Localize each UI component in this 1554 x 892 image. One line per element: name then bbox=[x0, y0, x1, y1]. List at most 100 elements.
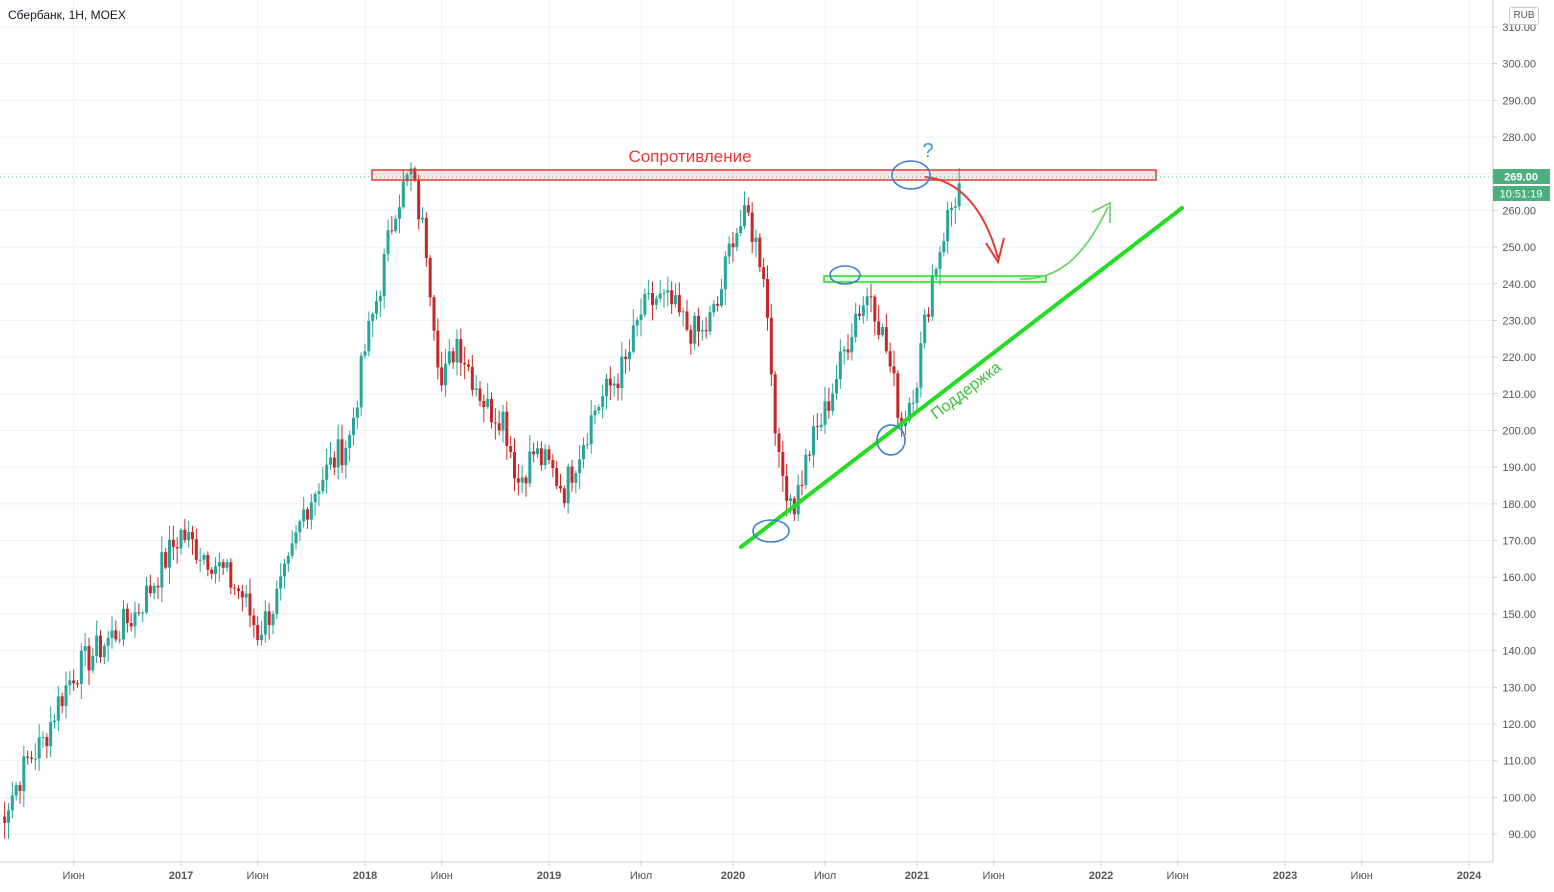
x-tick-label: 2021 bbox=[905, 870, 929, 882]
candle-up bbox=[881, 323, 884, 338]
candle-down bbox=[497, 410, 501, 436]
candle-body bbox=[344, 447, 348, 466]
candle-body bbox=[727, 243, 731, 257]
countdown-value: 10:51:19 bbox=[1500, 189, 1543, 201]
ellipse-breakout-marker bbox=[829, 265, 861, 285]
candle-up bbox=[10, 781, 14, 819]
candle-body bbox=[179, 529, 183, 549]
ellipse-top-marker bbox=[891, 160, 931, 190]
candle-up bbox=[720, 278, 723, 308]
candle-body bbox=[298, 521, 302, 533]
candle-body bbox=[720, 289, 723, 306]
candle-body bbox=[877, 321, 881, 335]
candle-up bbox=[401, 170, 405, 210]
candle-up bbox=[294, 524, 298, 550]
candle-body bbox=[428, 258, 432, 298]
candle-body bbox=[942, 241, 946, 253]
x-tick-label: 2019 bbox=[537, 870, 561, 882]
candle-up bbox=[842, 346, 846, 365]
candle-body bbox=[436, 330, 440, 368]
candle-up bbox=[244, 584, 248, 608]
candle-body bbox=[482, 400, 486, 407]
candle-up bbox=[378, 290, 382, 318]
candle-up bbox=[739, 210, 743, 237]
candle-body bbox=[612, 383, 616, 386]
candle-body bbox=[221, 562, 225, 568]
candle-body bbox=[789, 498, 792, 501]
candle-up bbox=[942, 232, 946, 257]
y-tick-label: 280.00 bbox=[1502, 132, 1536, 144]
candle-up bbox=[647, 279, 651, 300]
bullish-arrow bbox=[1019, 206, 1109, 280]
candle-body bbox=[566, 466, 570, 504]
candle-body bbox=[808, 454, 812, 456]
candle-up bbox=[605, 373, 608, 410]
candle-down bbox=[516, 464, 520, 496]
y-tick-label: 220.00 bbox=[1502, 352, 1536, 364]
candle-up bbox=[930, 264, 934, 321]
candle-down bbox=[72, 669, 76, 691]
candle-body bbox=[478, 388, 482, 401]
candle-up bbox=[309, 494, 313, 530]
candle-down bbox=[306, 507, 309, 529]
candle-body bbox=[267, 611, 271, 626]
resistance-zone[interactable] bbox=[371, 169, 1157, 181]
candle-body bbox=[26, 756, 30, 758]
candle-body bbox=[321, 479, 325, 492]
candle-body bbox=[309, 502, 313, 520]
symbol-title[interactable]: Сбербанк, 1Н, MOEX bbox=[8, 8, 126, 22]
candle-up bbox=[520, 465, 524, 494]
candle-up bbox=[639, 298, 643, 337]
candle-down bbox=[470, 354, 474, 397]
candle-down bbox=[896, 370, 900, 425]
candle-down bbox=[194, 528, 198, 564]
candle-body bbox=[18, 785, 22, 792]
candle-down bbox=[183, 518, 187, 543]
y-tick-label: 310.00 bbox=[1502, 22, 1536, 34]
candle-body bbox=[336, 439, 340, 468]
candle-up bbox=[754, 229, 758, 258]
candle-down bbox=[482, 394, 486, 423]
x-tick-label: 2022 bbox=[1089, 870, 1113, 882]
candle-body bbox=[114, 630, 118, 640]
candle-up bbox=[861, 296, 865, 324]
candle-body bbox=[382, 253, 386, 297]
candle-down bbox=[191, 525, 194, 555]
candle-down bbox=[562, 485, 566, 508]
support-trendline[interactable] bbox=[739, 206, 1184, 549]
candle-up bbox=[91, 647, 95, 674]
candle-body bbox=[145, 585, 148, 613]
candle-body bbox=[160, 552, 164, 588]
candle-up bbox=[666, 276, 670, 307]
candle-body bbox=[773, 374, 777, 434]
x-tick-label: Июн bbox=[431, 870, 453, 882]
candle-body bbox=[248, 593, 252, 616]
candle-body bbox=[279, 576, 283, 589]
candle-down bbox=[651, 281, 654, 321]
candle-up bbox=[118, 630, 122, 644]
support-zone[interactable] bbox=[823, 275, 1047, 283]
x-tick-label: 2020 bbox=[721, 870, 745, 882]
candle-up bbox=[654, 295, 658, 310]
candle-up bbox=[348, 430, 352, 462]
x-tick-label: Июн bbox=[63, 870, 85, 882]
candle-down bbox=[45, 733, 49, 759]
candle-body bbox=[447, 351, 451, 364]
candle-body bbox=[79, 650, 83, 684]
candle-up bbox=[635, 316, 639, 337]
candle-body bbox=[33, 758, 37, 760]
candle-up bbox=[371, 312, 375, 338]
candle-body bbox=[620, 356, 624, 389]
candle-up bbox=[819, 412, 823, 432]
candle-down bbox=[417, 174, 421, 230]
currency-badge[interactable]: RUB bbox=[1509, 7, 1539, 25]
y-tick-label: 200.00 bbox=[1502, 426, 1536, 438]
candle-down bbox=[697, 307, 700, 347]
time-axis: Июн 2017 Июн 2018 Июн 2019 Июл 2020 Июл 2021 Июн 20… bbox=[63, 862, 1482, 882]
candle-down bbox=[892, 350, 896, 387]
candle-body bbox=[907, 402, 911, 421]
candle-body bbox=[854, 313, 858, 338]
x-tick-label: Июн bbox=[247, 870, 269, 882]
